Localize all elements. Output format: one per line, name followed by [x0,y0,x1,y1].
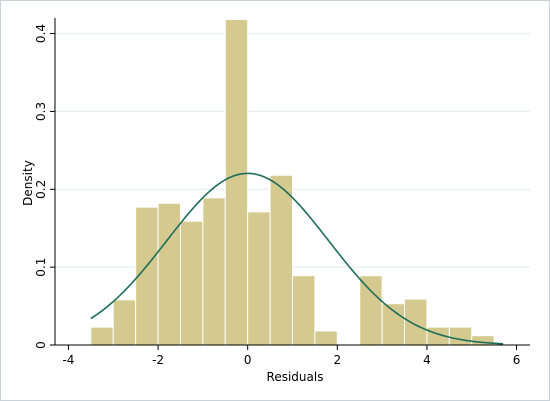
y-tick-label-4: 0.4 [34,24,48,43]
histogram-bar-12 [359,275,383,346]
histogram-bar-14 [404,298,428,346]
histogram-bar-7 [247,211,271,346]
y-tick-label-0: 0 [34,341,48,349]
histogram-bar-0 [90,326,114,346]
y-axis-label: Density [21,160,35,206]
x-axis-label: Residuals [267,370,324,384]
axes [54,18,530,346]
normal-density-curve [90,172,504,345]
histogram-bar-16 [448,326,473,346]
histogram-bar-3 [157,202,181,346]
x-tick-label-5: 6 [513,353,521,367]
x-tick-label-0: -4 [62,353,74,367]
x-tick-label-3: 2 [333,353,341,367]
histogram-bar-10 [314,330,338,346]
y-tick-label-1: 0.1 [34,258,48,277]
histogram-bar-9 [292,275,316,346]
tick-labels: -4 -2 0 2 4 6 0 0.1 0.2 0.3 0.4 [34,24,520,367]
x-tick-label-1: -2 [152,353,164,367]
y-tick-label-2: 0.2 [34,180,48,199]
histogram-bar-4 [179,220,204,346]
histogram-bar-5 [202,197,226,346]
histogram-bar-8 [269,174,293,346]
histogram-bar-1 [112,299,137,346]
histogram-bars [90,19,495,346]
x-tick-label-4: 4 [423,353,431,367]
histogram-bar-6 [224,19,249,346]
y-tick-label-3: 0.3 [34,102,48,121]
x-tick-label-2: 0 [244,353,252,367]
